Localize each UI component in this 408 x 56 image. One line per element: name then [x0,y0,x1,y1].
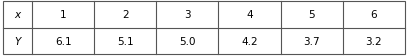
Text: 3.7: 3.7 [303,36,320,46]
Text: 6: 6 [370,10,377,20]
Text: 4.2: 4.2 [241,36,258,46]
Text: 4: 4 [246,10,253,20]
Text: 6.1: 6.1 [55,36,71,46]
Text: Y: Y [15,36,21,46]
Text: 5: 5 [308,10,315,20]
Text: x: x [15,10,21,20]
Text: 5.0: 5.0 [179,36,196,46]
Text: 5.1: 5.1 [117,36,134,46]
Text: 2: 2 [122,10,129,20]
Text: 1: 1 [60,10,67,20]
Text: 3: 3 [184,10,191,20]
Text: 3.2: 3.2 [366,36,382,46]
